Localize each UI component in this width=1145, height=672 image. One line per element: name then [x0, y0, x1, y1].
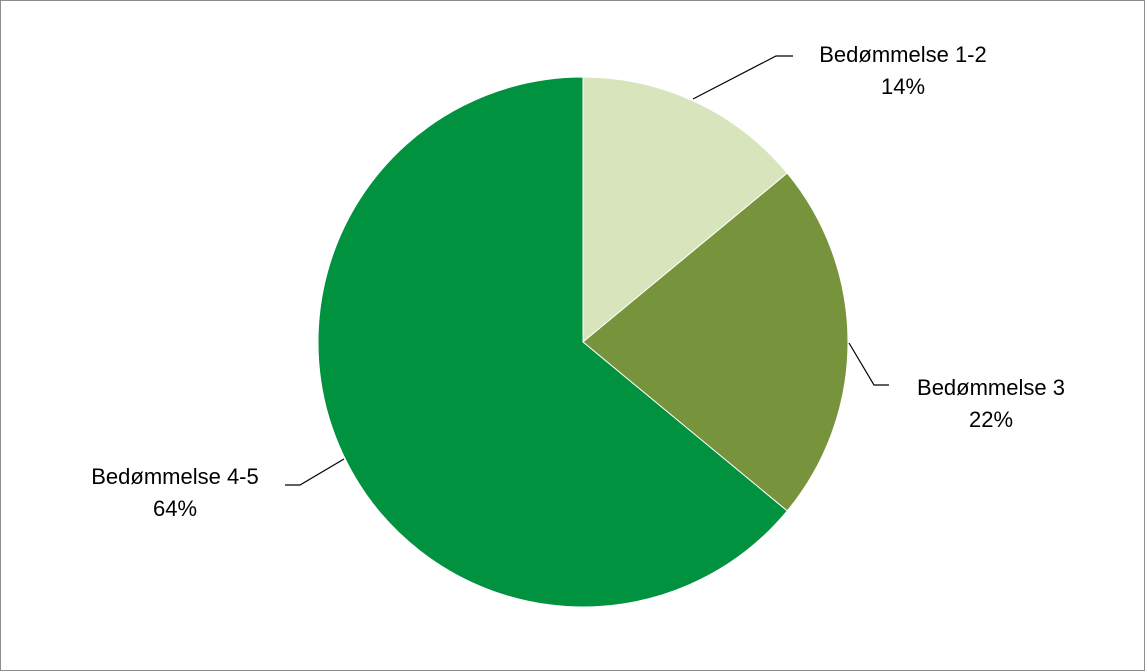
leader-lines [285, 55, 889, 486]
slice-percent-label: 64% [153, 496, 197, 521]
slice-percent-label: 14% [881, 74, 925, 99]
leader-line [285, 458, 345, 486]
pie-slice [582, 76, 788, 344]
slice-category-label: Bedømmelse 4-5 [91, 464, 259, 489]
pie-slices [317, 76, 849, 608]
slice-percent-label: 22% [969, 407, 1013, 432]
pie-slice [317, 76, 788, 608]
pie-slice [582, 172, 849, 512]
data-labels: Bedømmelse 1-2 14% Bedømmelse 3 22% Bedømmel… [91, 42, 1065, 521]
slice-category-label: Bedømmelse 3 [917, 375, 1065, 400]
leader-line [692, 55, 793, 100]
slice-category-label: Bedømmelse 1-2 [819, 42, 987, 67]
leader-line [848, 342, 889, 386]
